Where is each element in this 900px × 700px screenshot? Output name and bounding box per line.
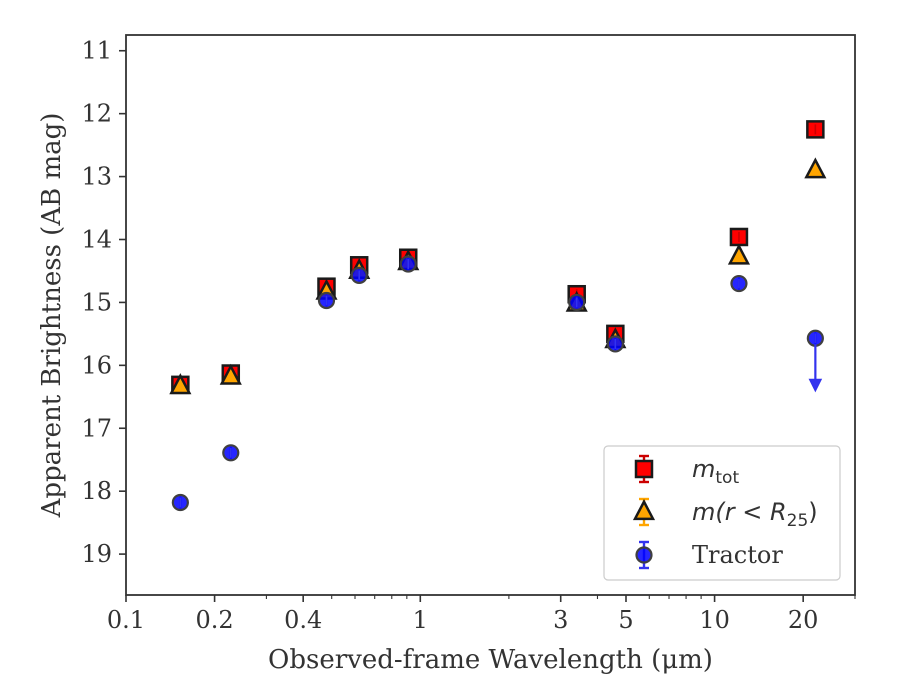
x-tick-label: 10 bbox=[699, 606, 730, 634]
series-square bbox=[171, 120, 825, 395]
y-tick-label: 19 bbox=[81, 540, 112, 568]
legend-marker-triangle bbox=[632, 499, 656, 521]
y-tick-label: 12 bbox=[81, 100, 112, 128]
x-tick-label: 0.2 bbox=[196, 606, 234, 634]
data-point-triangle bbox=[804, 157, 827, 179]
y-tick-label: 14 bbox=[81, 225, 112, 253]
x-axis-label: Observed-frame Wavelength (μm) bbox=[268, 645, 713, 675]
data-point-square bbox=[729, 227, 749, 247]
data-point-triangle bbox=[169, 373, 192, 395]
data-point-circle bbox=[806, 329, 824, 393]
legend-label: mtot bbox=[692, 455, 739, 488]
legend-box bbox=[603, 445, 841, 581]
legend-label: Tractor bbox=[692, 541, 783, 569]
data-point-circle bbox=[606, 335, 624, 353]
x-tick-label: 0.4 bbox=[284, 606, 322, 634]
y-tick-label: 18 bbox=[81, 477, 112, 505]
y-tick-label: 15 bbox=[81, 288, 112, 316]
series-triangle bbox=[169, 157, 827, 395]
legend-entry-square: mtot bbox=[634, 454, 739, 488]
legend-marker-circle bbox=[635, 546, 653, 564]
series-circle bbox=[171, 255, 824, 512]
data-point-circle bbox=[568, 293, 586, 312]
legend-entry-circle: Tractor bbox=[635, 540, 783, 570]
data-point-square bbox=[806, 120, 825, 139]
data-point-circle bbox=[730, 274, 748, 293]
y-axis-label: Apparent Brightness (AB mag) bbox=[37, 113, 67, 519]
legend-marker-square bbox=[634, 459, 654, 479]
x-tick-label: 1 bbox=[413, 606, 428, 634]
x-tick-label: 5 bbox=[618, 606, 633, 634]
x-tick-label: 3 bbox=[553, 606, 568, 634]
y-tick-label: 11 bbox=[81, 37, 112, 65]
data-point-circle bbox=[350, 266, 368, 284]
y-tick-label: 13 bbox=[81, 163, 112, 191]
data-point-triangle bbox=[219, 363, 242, 385]
data-point-circle bbox=[317, 291, 336, 310]
data-point-circle bbox=[222, 444, 240, 462]
axes-frame bbox=[125, 34, 856, 596]
data-point-circle bbox=[399, 255, 417, 273]
data-point-triangle bbox=[727, 243, 751, 265]
y-tick-label: 17 bbox=[81, 414, 112, 442]
data-point-circle bbox=[171, 493, 189, 512]
x-tick-label: 20 bbox=[788, 606, 819, 634]
y-tick-label: 16 bbox=[81, 351, 112, 379]
legend: mtot m(r < R25) Tractor bbox=[603, 445, 841, 581]
upper-limit-arrow-head bbox=[808, 378, 823, 393]
legend-label: m(r < R25) bbox=[692, 498, 818, 531]
plot-area bbox=[169, 120, 827, 512]
legend-entry-triangle: m(r < R25) bbox=[632, 497, 818, 531]
x-tick-label: 0.1 bbox=[107, 606, 145, 634]
